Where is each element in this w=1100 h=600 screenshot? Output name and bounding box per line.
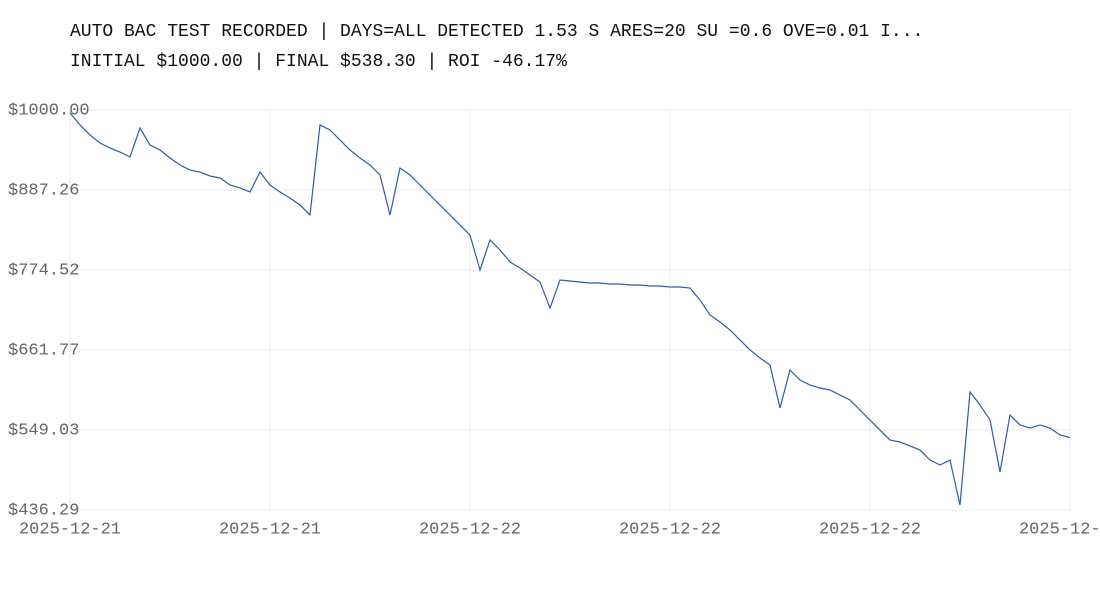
x-tick-label: 2025-12-21 bbox=[19, 520, 121, 539]
x-tick-label: 2025-12-21 bbox=[219, 520, 321, 539]
y-tick-label: $436.29 bbox=[8, 501, 79, 520]
y-tick-label: $549.03 bbox=[8, 421, 79, 440]
x-tick-label: 2025-12-22 bbox=[819, 520, 921, 539]
data-line bbox=[69, 112, 1071, 506]
x-tick-label: 2025-12-22 bbox=[619, 520, 721, 539]
x-tick-label: 2025-12-22 bbox=[419, 520, 521, 539]
chart-title: AUTO BAC TEST RECORDED | DAYS=ALL DETECT… bbox=[70, 22, 923, 42]
y-tick-label: $774.52 bbox=[8, 261, 79, 280]
y-tick-label: $661.77 bbox=[8, 341, 79, 360]
y-tick-label: $1000.00 bbox=[8, 101, 90, 120]
y-tick-label: $887.26 bbox=[8, 181, 79, 200]
chart-subtitle: INITIAL $1000.00 | FINAL $538.30 | ROI -… bbox=[70, 52, 567, 72]
x-tick-label: 2025-12-22 bbox=[1019, 520, 1100, 539]
